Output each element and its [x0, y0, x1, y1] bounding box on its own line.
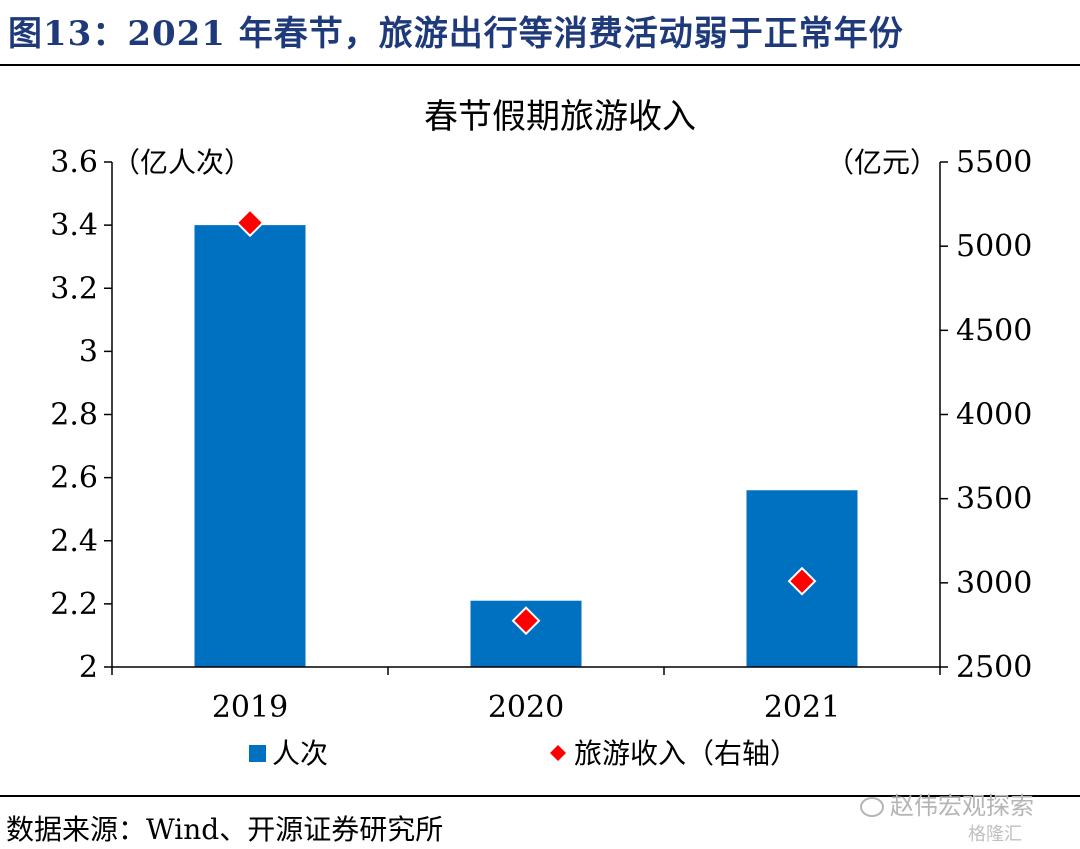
chart-title: 春节假期旅游收入 — [424, 97, 696, 137]
legend-swatch-bar — [249, 745, 266, 762]
y-left-tick-label: 3.6 — [50, 145, 98, 180]
y-left-tick-label: 3 — [79, 334, 98, 369]
y-right-tick-label: 2500 — [956, 650, 1032, 685]
y-right-tick-label: 5500 — [956, 145, 1032, 180]
watermark: 赵伟宏观探索 — [860, 786, 1034, 821]
logo: 格隆汇 — [968, 824, 1022, 845]
y-right-tick-label: 4000 — [956, 398, 1032, 433]
marker-2019 — [235, 208, 265, 238]
x-tick-label-2021: 2021 — [764, 690, 840, 725]
wechat-icon — [860, 797, 884, 817]
y-right-tick-label: 3500 — [956, 482, 1032, 517]
y-right-tick-label: 4500 — [956, 313, 1032, 348]
watermark-text: 赵伟宏观探索 — [890, 792, 1034, 820]
x-tick-label-2020: 2020 — [488, 690, 564, 725]
source-note: 数据来源：Wind、开源证券研究所 — [6, 813, 444, 846]
legend-label-bar: 人次 — [272, 737, 328, 770]
marker-2021 — [787, 566, 817, 596]
legend-swatch-marker — [550, 745, 566, 761]
legend: 人次 旅游收入（右轴） — [249, 737, 798, 770]
bottom-rule — [0, 795, 1080, 797]
y-left-tick-label: 2.6 — [50, 461, 98, 496]
plot-area: 2019 2020 2021 2 2.2 2.4 2.6 2.8 3 3.2 3.4 3.6 2500 3… — [50, 145, 1032, 725]
y-left-tick-label: 2.2 — [50, 587, 98, 622]
y-left-unit-label: （亿人次） — [112, 146, 252, 179]
y-left-tick-label: 2.4 — [50, 524, 98, 559]
y-right-tick-label: 5000 — [956, 229, 1032, 264]
y-left-tick-label: 2 — [79, 650, 98, 685]
figure-title: 图13：2021 年春节，旅游出行等消费活动弱于正常年份 — [8, 14, 904, 54]
legend-label-marker: 旅游收入（右轴） — [574, 737, 798, 770]
y-left-tick-label: 3.4 — [50, 208, 98, 243]
bar-2019 — [194, 225, 306, 667]
x-tick-label-2019: 2019 — [212, 690, 288, 725]
y-left-tick-label: 3.2 — [50, 271, 98, 306]
top-rule — [0, 64, 1080, 66]
marker-2020 — [511, 606, 541, 636]
y-right-unit-label: （亿元） — [826, 146, 938, 179]
chart: 春节假期旅游收入 （亿人次） （亿元） 2019 2020 202122.22.42… — [50, 97, 1032, 770]
y-left-tick-label: 2.8 — [50, 398, 98, 433]
y-right-tick-label: 3000 — [956, 566, 1032, 601]
